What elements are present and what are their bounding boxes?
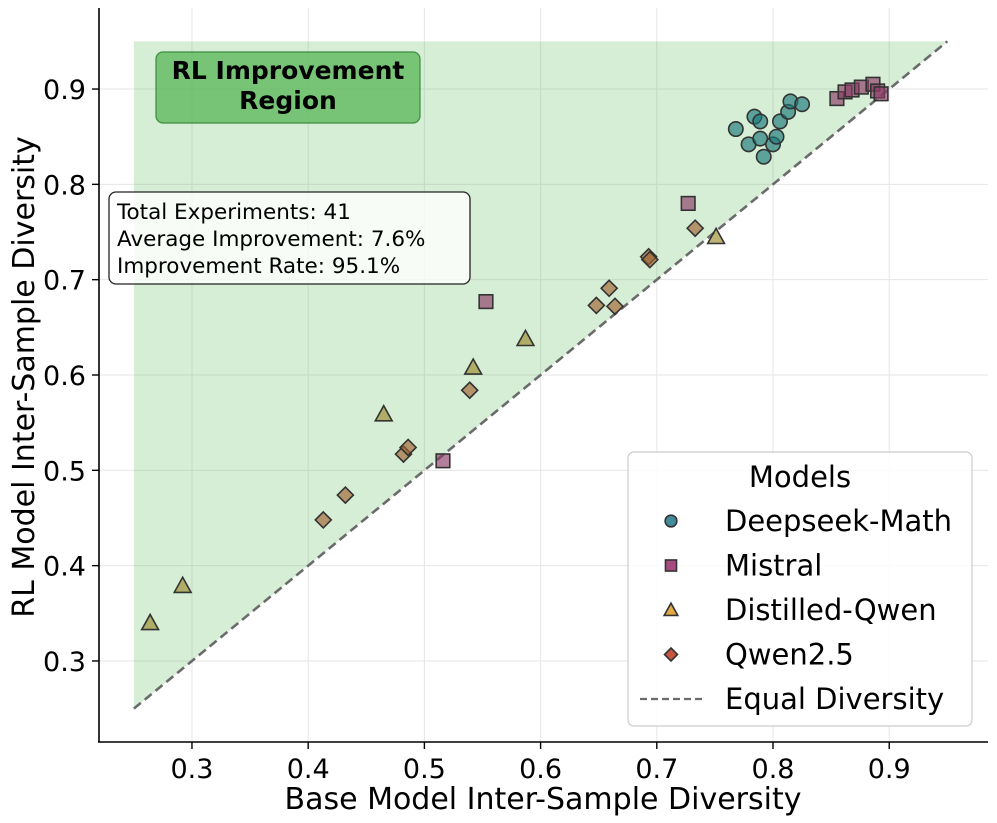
point-qwen2-5 bbox=[314, 510, 333, 530]
y-tick-label: 0.5 bbox=[43, 456, 86, 487]
y-tick-label: 0.8 bbox=[43, 170, 86, 201]
region-label-line-2: Region bbox=[239, 86, 337, 115]
legend-label-deepseek-math: Deepseek-Math bbox=[725, 504, 952, 538]
point-distilled-qwen bbox=[373, 404, 394, 422]
point-deepseek-math bbox=[752, 113, 769, 130]
stats-improvement-rate: Improvement Rate: 95.1% bbox=[117, 254, 400, 279]
stats-box: Total Experiments: 41 Average Improvemen… bbox=[108, 191, 471, 285]
legend-marker-qwen2-5 bbox=[663, 646, 679, 663]
x-tick-label: 0.3 bbox=[170, 754, 213, 785]
point-mistral bbox=[435, 453, 451, 469]
point-qwen2-5 bbox=[336, 485, 355, 505]
y-tick-label: 0.7 bbox=[43, 266, 86, 297]
point-distilled-qwen bbox=[140, 612, 160, 631]
point-deepseek-math bbox=[768, 128, 785, 145]
y-axis-label: RL Model Inter-Sample Diversity bbox=[7, 136, 42, 618]
x-axis-ticks: 0.3 0.4 0.5 0.6 0.7 0.8 0.9 bbox=[170, 742, 911, 785]
point-qwen2-5 bbox=[640, 250, 659, 269]
region-label-box: RL Improvement Region bbox=[155, 51, 421, 124]
legend-marker-distilled-qwen bbox=[662, 601, 680, 617]
data-points bbox=[140, 76, 889, 631]
x-tick-label: 0.4 bbox=[287, 754, 330, 785]
legend-title: Models bbox=[749, 460, 851, 494]
point-qwen2-5 bbox=[686, 219, 705, 238]
point-distilled-qwen bbox=[706, 226, 726, 245]
region-label-line-1: RL Improvement bbox=[172, 56, 405, 85]
legend-label-distilled-qwen: Distilled-Qwen bbox=[725, 593, 937, 627]
y-axis-ticks: 0.3 0.4 0.5 0.6 0.7 0.8 0.9 bbox=[43, 75, 99, 678]
legend-label-mistral: Mistral bbox=[725, 549, 822, 583]
point-qwen2-5 bbox=[605, 297, 625, 316]
point-deepseek-math bbox=[727, 121, 744, 138]
point-distilled-qwen bbox=[463, 357, 483, 375]
point-qwen2-5 bbox=[600, 279, 619, 298]
equal-diversity-line bbox=[133, 40, 949, 710]
stats-average-improvement: Average Improvement: 7.6% bbox=[117, 227, 425, 252]
legend-label-qwen2-5: Qwen2.5 bbox=[725, 638, 854, 672]
legend-marker-deepseek-math bbox=[664, 514, 678, 528]
point-mistral bbox=[873, 86, 889, 102]
x-tick-label: 0.6 bbox=[519, 754, 562, 785]
point-deepseek-math bbox=[794, 96, 811, 113]
y-tick-label: 0.3 bbox=[43, 647, 86, 678]
legend-marker-mistral bbox=[664, 559, 678, 572]
legend-label-equal-diversity: Equal Diversity bbox=[725, 682, 944, 716]
point-qwen2-5 bbox=[398, 438, 418, 457]
point-qwen2-5 bbox=[460, 381, 479, 400]
x-tick-label: 0.5 bbox=[403, 754, 446, 785]
point-deepseek-math bbox=[755, 148, 772, 165]
x-tick-label: 0.7 bbox=[635, 754, 678, 785]
stats-total: Total Experiments: 41 bbox=[116, 200, 351, 225]
point-mistral bbox=[478, 293, 494, 310]
x-tick-label: 0.9 bbox=[868, 754, 911, 785]
x-axis-label: Base Model Inter-Sample Diversity bbox=[284, 782, 801, 817]
point-qwen2-5 bbox=[587, 296, 606, 315]
y-tick-label: 0.4 bbox=[43, 552, 86, 583]
legend: Models Deepseek-Math Mistral Distilled-Qwe… bbox=[627, 451, 973, 727]
point-distilled-qwen bbox=[172, 575, 193, 594]
y-tick-label: 0.9 bbox=[43, 75, 86, 106]
y-tick-label: 0.6 bbox=[43, 361, 86, 392]
point-mistral bbox=[680, 195, 696, 212]
point-distilled-qwen bbox=[515, 328, 536, 347]
x-tick-label: 0.8 bbox=[752, 754, 795, 785]
equal-diversity-diagonal bbox=[133, 40, 949, 710]
